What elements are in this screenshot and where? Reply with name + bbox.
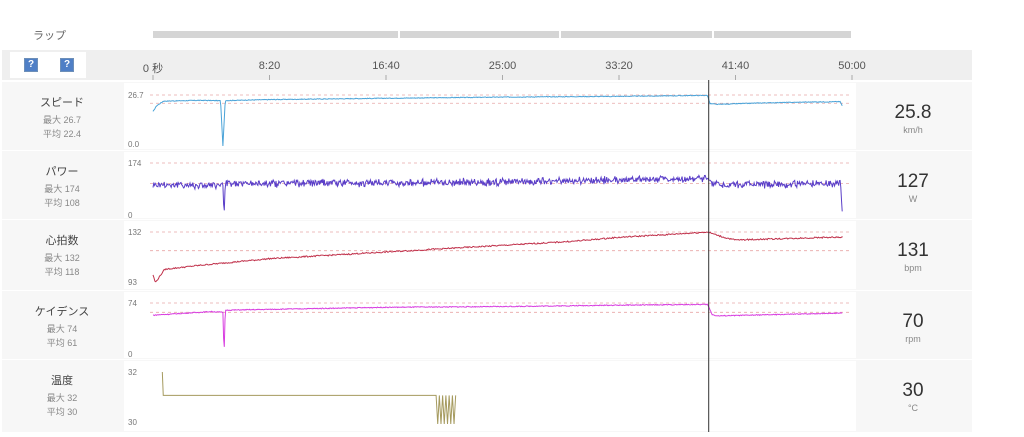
y-max-label: 74 — [128, 299, 137, 308]
x-tick-label: 33:20 — [605, 60, 633, 72]
metric-name: 温度 — [51, 375, 73, 387]
x-tick-label: 41:40 — [721, 60, 750, 72]
current-value: 131 — [897, 240, 929, 261]
series-line-temp — [161, 371, 457, 425]
y-max-label: 174 — [128, 159, 142, 168]
toolbar: ? ? — [2, 50, 972, 80]
current-value: 25.8 — [894, 102, 932, 123]
metric-max: 最大 132 — [44, 253, 80, 263]
metric-label-cadence: ケイデンス最大 74 平均 61 — [2, 303, 122, 350]
y-max-label: 26.7 — [128, 91, 144, 100]
lap-segment-4[interactable] — [713, 31, 851, 38]
metric-avg: 平均 108 — [44, 198, 80, 208]
metric-avg: 平均 22.4 — [42, 129, 82, 139]
current-value: 127 — [897, 171, 929, 192]
series-line-cadence — [152, 303, 843, 347]
y-max-label: 32 — [128, 368, 137, 377]
current-value-temp: 30 °C — [858, 380, 968, 413]
lap-segment-3[interactable] — [560, 31, 712, 38]
metric-avg: 平均 118 — [44, 267, 80, 277]
y-min-label: 30 — [128, 418, 137, 427]
y-min-label: 0 — [128, 350, 133, 359]
metric-max: 最大 32 — [46, 393, 78, 403]
metric-label-speed: スピード最大 26.7 平均 22.4 — [2, 94, 122, 141]
y-min-label: 93 — [128, 278, 137, 287]
y-max-label: 132 — [128, 228, 142, 237]
metric-avg: 平均 61 — [46, 338, 78, 348]
current-value-power: 127 W — [858, 171, 968, 204]
metric-max: 最大 26.7 — [42, 115, 82, 125]
x-tick-label: 0 秒 — [142, 63, 164, 75]
charts-svg[interactable]: 26.7 0.0 174 0 132 93 74 0 32 30 — [0, 0, 972, 437]
activity-analysis-panel: ラップ ? ? 0 秒 8:20 16:40 25:00 33:20 41:40 50:00… — [0, 0, 972, 437]
help-icon[interactable]: ? — [24, 58, 38, 72]
value-unit: km/h — [903, 125, 923, 135]
plot-area-temp — [124, 361, 856, 431]
x-tick-label: 16:40 — [372, 60, 400, 72]
metric-label-power: パワー最大 174 平均 108 — [2, 163, 122, 210]
y-min-label: 0.0 — [128, 140, 140, 149]
value-unit: rpm — [905, 334, 921, 344]
current-value-hr: 131 bpm — [858, 240, 968, 273]
value-unit: °C — [907, 403, 919, 413]
metric-avg: 平均 30 — [46, 407, 78, 417]
metric-name: パワー — [45, 166, 79, 178]
lap-segment-1[interactable] — [153, 31, 398, 38]
series-line-speed — [152, 94, 843, 147]
metric-name: スピード — [40, 97, 84, 109]
current-value-cadence: 70 rpm — [858, 311, 968, 344]
x-tick-label: 8:20 — [258, 60, 281, 72]
series-line-hr — [152, 231, 843, 283]
current-value: 30 — [902, 380, 924, 401]
series-line-power — [152, 174, 843, 212]
plot-area-speed — [124, 83, 856, 149]
metric-label-temp: 温度最大 32 平均 30 — [2, 372, 122, 419]
value-unit: W — [908, 194, 918, 204]
current-value-speed: 25.8 km/h — [858, 102, 968, 135]
metric-label-hr: 心拍数最大 132 平均 118 — [2, 232, 122, 279]
x-tick-label: 25:00 — [488, 60, 517, 72]
x-tick-label: 50:00 — [838, 60, 866, 72]
value-unit: bpm — [904, 263, 922, 273]
metric-max: 最大 74 — [46, 324, 78, 334]
help-icon[interactable]: ? — [60, 58, 74, 72]
metric-name: ケイデンス — [34, 306, 90, 318]
help-button-group: ? ? — [10, 52, 86, 78]
y-min-label: 0 — [128, 211, 133, 220]
lap-segment-2[interactable] — [399, 31, 559, 38]
metric-name: 心拍数 — [45, 235, 79, 247]
metric-max: 最大 174 — [44, 184, 80, 194]
laps-label: ラップ — [33, 30, 66, 42]
current-value: 70 — [902, 311, 924, 332]
